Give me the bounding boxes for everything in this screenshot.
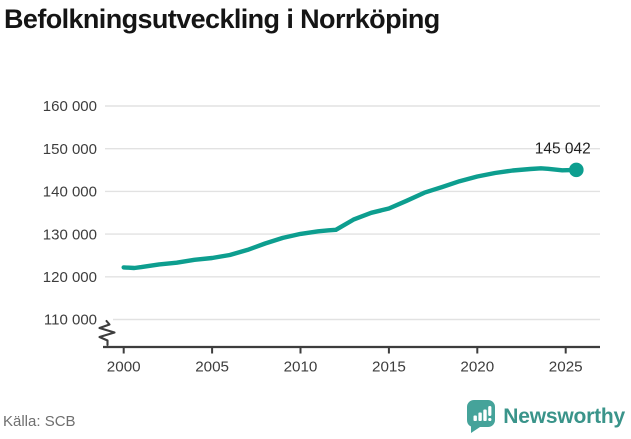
y-tick-label: 110 000 xyxy=(44,312,97,329)
y-tick-label: 130 000 xyxy=(43,226,97,243)
y-tick-label: 120 000 xyxy=(43,269,97,286)
y-tick-label: 160 000 xyxy=(43,98,97,115)
y-tick-label: 140 000 xyxy=(43,184,97,201)
newsworthy-logo[interactable]: Newsworthy xyxy=(466,399,625,433)
axis-break-icon xyxy=(98,319,116,347)
source-attribution: Källa: SCB xyxy=(3,413,76,430)
x-tick-label: 2000 xyxy=(107,359,141,376)
x-tick-label: 2010 xyxy=(284,359,318,376)
population-line xyxy=(121,166,579,271)
end-value-label: 145 042 xyxy=(535,140,591,157)
x-tick-label: 2025 xyxy=(549,359,583,376)
x-tick-label: 2020 xyxy=(460,359,494,376)
x-tick-label: 2015 xyxy=(372,359,406,376)
newsworthy-bars-icon xyxy=(467,400,496,433)
page-title: Befolkningsutveckling i Norrköping xyxy=(4,4,440,34)
brand-name: Newsworthy xyxy=(503,404,625,428)
end-point-marker xyxy=(569,162,584,178)
x-tick-label: 2005 xyxy=(195,359,229,376)
y-tick-label: 150 000 xyxy=(43,141,97,158)
